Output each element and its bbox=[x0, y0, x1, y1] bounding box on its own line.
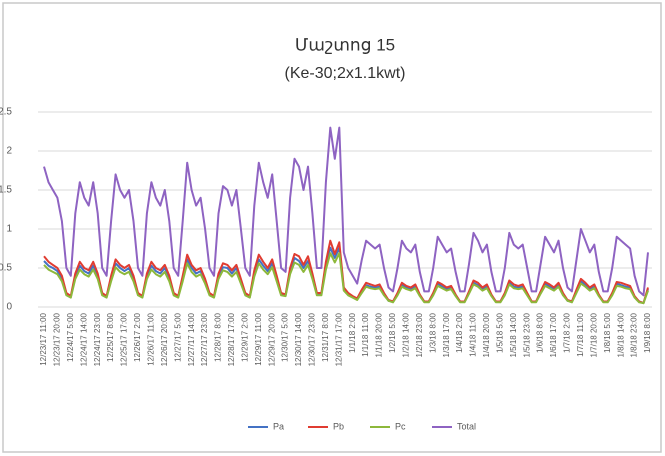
x-tick-label: 12/31/17 17:00 bbox=[334, 312, 343, 366]
y-tick-label: 0.5 bbox=[0, 263, 12, 274]
x-tick-label: 1/8/18 23:00 bbox=[630, 312, 639, 357]
x-tick-label: 12/30/17 5:00 bbox=[281, 312, 290, 361]
x-tick-label: 1/4/18 2:00 bbox=[455, 312, 464, 353]
y-tick-label: 2 bbox=[6, 146, 12, 157]
x-tick-label: 1/7/18 20:00 bbox=[589, 312, 598, 357]
x-tick-label: 1/6/18 8:00 bbox=[536, 312, 545, 353]
y-tick-label: 1.5 bbox=[0, 185, 12, 196]
legend-label: Pa bbox=[273, 421, 284, 431]
x-tick-label: 1/2/18 14:00 bbox=[402, 312, 411, 357]
x-tick-label: 12/28/17 8:00 bbox=[214, 312, 223, 361]
x-tick-label: 12/26/17 2:00 bbox=[133, 312, 142, 361]
x-tick-label: 12/24/17 23:00 bbox=[93, 312, 102, 366]
x-tick-label: 12/30/17 23:00 bbox=[308, 312, 317, 366]
x-tick-label: 1/1/18 20:00 bbox=[375, 312, 384, 357]
legend-label: Total bbox=[457, 421, 476, 431]
x-tick-label: 1/5/18 23:00 bbox=[522, 312, 531, 357]
x-tick-label: 1/1/18 11:00 bbox=[361, 312, 370, 356]
x-tick-label: 12/25/17 17:00 bbox=[120, 312, 129, 366]
y-tick-label: 2.5 bbox=[0, 107, 12, 118]
y-tick-label: 0 bbox=[6, 302, 12, 313]
x-tick-label: 1/4/18 11:00 bbox=[469, 312, 478, 356]
x-tick-label: 12/23/17 20:00 bbox=[53, 312, 62, 366]
x-tick-label: 12/31/17 8:00 bbox=[321, 312, 330, 361]
series-line bbox=[43, 126, 649, 297]
chart-title: Մաշտոց 15 bbox=[295, 35, 395, 54]
series-line bbox=[43, 252, 649, 305]
x-tick-label: 12/25/17 8:00 bbox=[106, 312, 115, 361]
x-tick-label: 1/9/18 8:00 bbox=[643, 312, 652, 353]
x-tick-label: 1/3/18 8:00 bbox=[428, 312, 437, 353]
x-tick-label: 1/2/18 5:00 bbox=[388, 312, 397, 353]
x-tick-label: 1/1/18 2:00 bbox=[348, 312, 357, 353]
x-tick-label: 1/4/18 20:00 bbox=[482, 312, 491, 357]
x-tick-label: 12/23/17 11:00 bbox=[39, 312, 48, 365]
legend-label: Pb bbox=[333, 421, 344, 431]
x-tick-label: 1/6/18 17:00 bbox=[549, 312, 558, 357]
x-tick-label: 1/7/18 11:00 bbox=[576, 312, 585, 356]
x-tick-label: 12/24/17 5:00 bbox=[66, 312, 75, 361]
x-tick-label: 1/8/18 5:00 bbox=[603, 312, 612, 353]
x-tick-label: 12/30/17 14:00 bbox=[294, 312, 303, 366]
x-tick-label: 1/5/18 5:00 bbox=[495, 312, 504, 353]
x-tick-label: 12/28/17 17:00 bbox=[227, 312, 236, 366]
legend-label: Pc bbox=[395, 421, 406, 431]
x-tick-label: 12/27/17 14:00 bbox=[187, 312, 196, 366]
x-tick-label: 12/24/17 14:00 bbox=[79, 312, 88, 366]
x-tick-label: 1/7/18 2:00 bbox=[563, 312, 572, 353]
x-tick-label: 12/26/17 11:00 bbox=[146, 312, 155, 365]
x-tick-label: 12/29/17 2:00 bbox=[240, 312, 249, 361]
x-tick-label: 1/2/18 23:00 bbox=[415, 312, 424, 357]
x-tick-label: 12/29/17 11:00 bbox=[254, 312, 263, 365]
y-tick-label: 1 bbox=[6, 224, 12, 235]
chart-subtitle: (Ke-30;2x1.1kwt) bbox=[285, 65, 406, 82]
x-tick-label: 12/26/17 20:00 bbox=[160, 312, 169, 366]
x-tick-label: 1/3/18 17:00 bbox=[442, 312, 451, 357]
x-tick-label: 12/27/17 5:00 bbox=[173, 312, 182, 361]
x-tick-label: 12/29/17 20:00 bbox=[267, 312, 276, 366]
x-tick-label: 12/27/17 23:00 bbox=[200, 312, 209, 366]
x-tick-label: 1/8/18 14:00 bbox=[616, 312, 625, 357]
x-tick-label: 1/5/18 14:00 bbox=[509, 312, 518, 357]
